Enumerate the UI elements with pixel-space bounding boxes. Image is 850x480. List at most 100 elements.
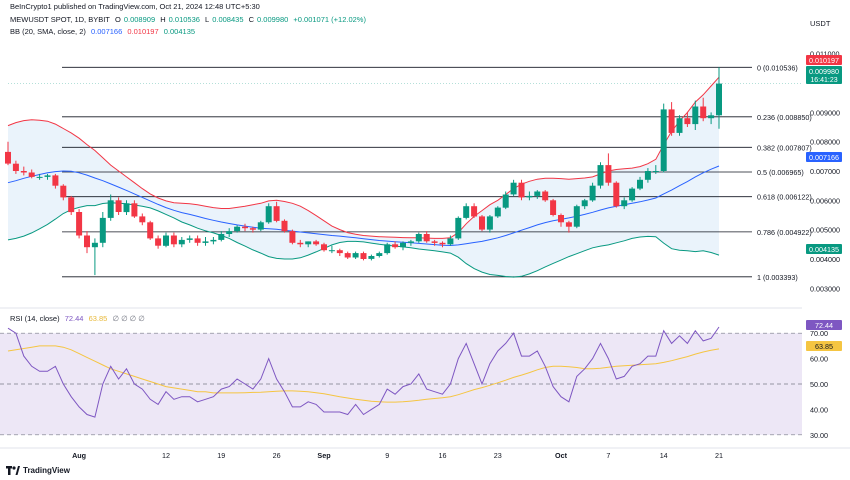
candle-body-37 xyxy=(297,242,304,245)
candle-60 xyxy=(479,215,485,232)
candle-body-89 xyxy=(708,115,715,119)
candle-body-16 xyxy=(131,203,138,217)
candle-84 xyxy=(668,102,675,136)
candle-body-49 xyxy=(392,244,399,248)
badge-rsi-bg xyxy=(806,320,842,330)
candle-body-70 xyxy=(558,215,564,223)
candle-body-48 xyxy=(384,244,391,254)
candle-9 xyxy=(76,209,83,239)
candle-59 xyxy=(471,203,478,218)
candle-body-39 xyxy=(313,241,320,245)
candle-body-42 xyxy=(336,250,343,254)
candle-body-72 xyxy=(573,206,580,227)
candle-53 xyxy=(423,231,430,243)
candle-11 xyxy=(91,238,98,276)
candle-5 xyxy=(44,173,51,180)
date-label-9: 7 xyxy=(606,451,610,460)
candle-69 xyxy=(550,198,557,217)
price-axis[interactable]: USDT 0.011000 0.009000 0.008000 0.007000 0.00… xyxy=(810,19,840,440)
candle-55 xyxy=(439,241,446,248)
candle-83 xyxy=(660,103,667,173)
bb-upper-value: 0.010197 xyxy=(127,27,159,36)
candle-body-68 xyxy=(542,191,549,201)
candle-36 xyxy=(289,229,296,245)
candle-body-6 xyxy=(52,175,59,186)
candle-body-2 xyxy=(20,171,27,173)
fib-label-2: 0.382 (0.007807) xyxy=(757,143,812,152)
candle-33 xyxy=(265,203,272,224)
date-label-1: 12 xyxy=(162,451,170,460)
candle-body-1 xyxy=(12,163,19,171)
date-label-7: 23 xyxy=(494,451,502,460)
candle-20 xyxy=(163,232,169,248)
date-label-5: 9 xyxy=(385,451,389,460)
symbol-label[interactable]: MEWUSDT SPOT, 1D, BYBIT xyxy=(10,15,110,24)
candle-41 xyxy=(328,245,335,254)
candle-body-24 xyxy=(194,238,201,243)
candle-body-0 xyxy=(5,151,11,164)
candle-body-88 xyxy=(700,106,707,119)
candle-body-57 xyxy=(455,217,462,239)
candle-49 xyxy=(392,241,399,249)
price-tick-4: 0.006000 xyxy=(810,196,840,205)
candle-51 xyxy=(407,239,414,246)
date-label-4: Sep xyxy=(317,451,331,460)
candle-24 xyxy=(194,235,201,246)
candle-43 xyxy=(344,251,351,259)
candle-body-58 xyxy=(463,206,470,218)
candle-body-8 xyxy=(68,197,75,213)
time-axis[interactable]: Aug 12 19 26 Sep 9 16 23 Oct 7 14 21 xyxy=(0,447,850,460)
candle-body-85 xyxy=(676,118,683,133)
candle-body-19 xyxy=(155,238,162,246)
candle-body-15 xyxy=(123,203,130,213)
candle-81 xyxy=(644,168,651,183)
candle-88 xyxy=(700,97,707,122)
candle-body-30 xyxy=(242,226,248,229)
candle-body-51 xyxy=(407,241,414,243)
rsi-tick-4: 30.00 xyxy=(810,431,828,440)
candle-4 xyxy=(36,173,43,180)
candle-body-4 xyxy=(36,176,43,178)
rsi-tick-2: 50.00 xyxy=(810,380,828,389)
candle-62 xyxy=(494,206,501,218)
candle-79 xyxy=(629,187,636,202)
tradingview-logo-text: TradingView xyxy=(23,466,70,475)
price-tick-5: 0.005000 xyxy=(810,226,840,235)
candle-body-67 xyxy=(534,191,541,196)
candle-body-31 xyxy=(249,228,256,230)
candle-body-53 xyxy=(423,234,430,242)
candle-body-11 xyxy=(91,242,98,248)
badge-bb-upper-text: 0.010197 xyxy=(809,56,839,65)
badge-bb-lower-bg xyxy=(806,244,842,254)
candle-body-36 xyxy=(289,231,296,243)
candle-body-52 xyxy=(415,234,422,242)
candle-8 xyxy=(68,195,75,215)
rsi-tick-1: 60.00 xyxy=(810,355,828,364)
candle-25 xyxy=(202,237,209,246)
rsi-label[interactable]: RSI (14, close) xyxy=(10,314,60,323)
candle-90 xyxy=(716,67,722,129)
candle-74 xyxy=(589,182,596,202)
high-label: H xyxy=(160,15,166,24)
candle-72 xyxy=(573,204,580,229)
candle-86 xyxy=(684,112,691,127)
high-value: 0.010536 xyxy=(168,15,200,24)
open-value: 0.008909 xyxy=(123,15,156,24)
candle-body-34 xyxy=(273,206,280,221)
candle-47 xyxy=(376,251,383,258)
candle-68 xyxy=(542,190,549,202)
badge-bb-upper-bg xyxy=(806,55,842,65)
candle-body-63 xyxy=(502,194,509,208)
badge-last-price-bg xyxy=(806,66,842,84)
bb-fill xyxy=(8,77,719,278)
candle-82 xyxy=(652,165,659,174)
fib-layer[interactable]: 0 (0.010536) 0.236 (0.008850) 0.382 (0.007… xyxy=(8,63,812,282)
candle-50 xyxy=(400,241,406,251)
bb-basis-value: 0.007166 xyxy=(90,27,123,36)
candle-23 xyxy=(186,235,193,243)
candle-body-59 xyxy=(471,206,478,217)
candle-body-45 xyxy=(360,253,367,259)
bb-label[interactable]: BB (20, SMA, close, 2) xyxy=(10,27,86,36)
candle-75 xyxy=(597,162,604,189)
